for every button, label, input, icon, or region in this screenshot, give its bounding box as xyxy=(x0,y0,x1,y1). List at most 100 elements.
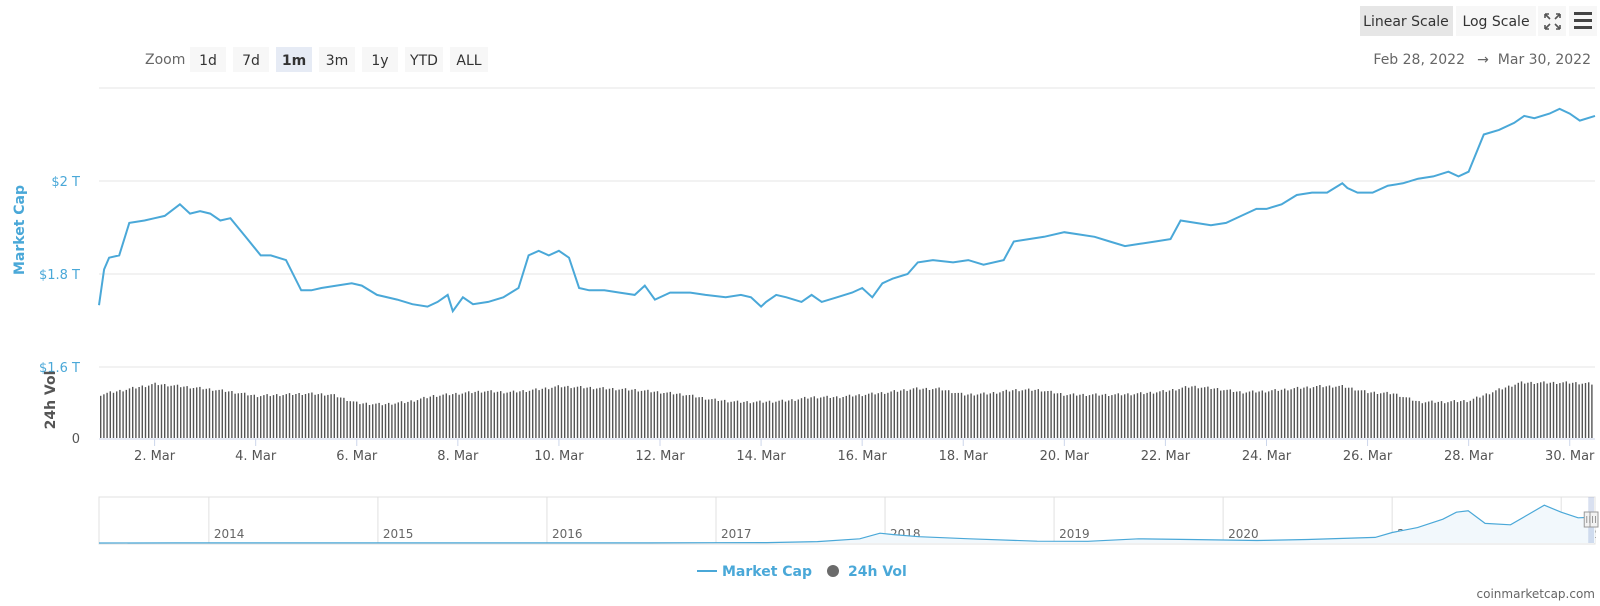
volume-bar xyxy=(679,393,681,438)
volume-bar xyxy=(896,391,899,438)
zoom-button-1y[interactable]: 1y xyxy=(362,47,398,72)
volume-bar xyxy=(941,390,943,438)
volume-bar xyxy=(1184,386,1187,438)
volume-bar xyxy=(999,392,1001,438)
date-range-from[interactable]: Feb 28, 2022 xyxy=(1373,52,1465,68)
volume-bar xyxy=(186,386,188,438)
navigator-selection[interactable] xyxy=(1583,497,1599,543)
volume-bar xyxy=(839,398,841,438)
volume-bar xyxy=(1348,387,1350,438)
linear-scale-button[interactable]: Linear Scale xyxy=(1360,6,1453,36)
volume-bar xyxy=(762,402,764,438)
volume-bar xyxy=(400,401,403,438)
volume-bar xyxy=(624,388,627,438)
volume-bar xyxy=(570,388,572,438)
zoom-button-7d[interactable]: 7d xyxy=(233,47,269,72)
volume-bar xyxy=(1572,382,1574,438)
volume-bar xyxy=(1431,400,1433,438)
volume-bar xyxy=(784,401,787,438)
log-scale-button[interactable]: Log Scale xyxy=(1456,6,1536,36)
zoom-button-1d[interactable]: 1d xyxy=(190,47,226,72)
volume-bar xyxy=(1552,381,1555,438)
volume-bar xyxy=(1050,390,1052,438)
volume-bar xyxy=(308,393,310,438)
volume-bar xyxy=(621,388,623,438)
volume-bar xyxy=(676,393,678,438)
volume-bar xyxy=(256,397,259,438)
volume-bar xyxy=(205,388,207,438)
volume-bar xyxy=(1450,401,1452,438)
volume-bar xyxy=(330,394,332,438)
legend-item-market-cap[interactable]: Market Cap xyxy=(697,564,812,580)
volume-bar xyxy=(173,385,175,438)
date-range-to[interactable]: Mar 30, 2022 xyxy=(1498,52,1591,68)
volume-bar xyxy=(756,401,758,438)
volume-bar xyxy=(1146,392,1148,438)
volume-bar xyxy=(1444,403,1446,438)
volume-bar xyxy=(221,389,223,438)
volume-bar xyxy=(1412,400,1414,438)
zoom-button-bg xyxy=(405,47,443,72)
volume-bar xyxy=(1156,392,1158,438)
volume-bar xyxy=(861,396,863,438)
zoom-button-label: YTD xyxy=(409,53,438,69)
zoom-button-bg xyxy=(276,47,312,72)
volume-bar xyxy=(224,391,227,438)
volume-bar xyxy=(397,402,399,438)
volume-bar xyxy=(317,394,319,438)
navigator[interactable]: 201420152016201720182019202020212022 xyxy=(98,496,1599,545)
volume-bar xyxy=(845,395,847,438)
zoom-button-3m[interactable]: 3m xyxy=(319,47,355,72)
volume-bar xyxy=(576,386,579,438)
volume-bar xyxy=(1520,381,1523,438)
volume-bar xyxy=(743,401,745,438)
volume-bar xyxy=(925,387,927,438)
volume-bar xyxy=(580,386,582,438)
volume-bar xyxy=(1002,391,1004,438)
volume-bar xyxy=(820,397,822,438)
volume-bar xyxy=(868,393,870,438)
volume-bar xyxy=(1376,394,1379,438)
volume-axis-title: 24h Vol xyxy=(43,371,59,430)
volume-bar xyxy=(381,405,383,438)
volume-bar xyxy=(711,399,713,438)
volume-bar xyxy=(436,396,438,438)
volume-bar xyxy=(1268,391,1270,438)
volume-bar xyxy=(583,388,585,438)
volume-bar xyxy=(1255,392,1257,438)
volume-bar xyxy=(1274,389,1276,438)
volume-bar xyxy=(1319,385,1321,438)
volume-bar xyxy=(688,395,691,438)
volume-bar xyxy=(637,391,639,438)
volume-bar xyxy=(765,401,767,438)
navigator-handle-grip xyxy=(1589,511,1599,528)
volume-bar xyxy=(343,397,345,438)
fullscreen-icon[interactable] xyxy=(1538,6,1566,36)
volume-bar xyxy=(599,387,601,438)
volume-bar xyxy=(672,394,675,438)
volume-bar xyxy=(1085,396,1087,438)
volume-bar xyxy=(653,391,655,438)
volume-bar xyxy=(346,401,348,438)
zoom-button-1m[interactable]: 1m xyxy=(276,47,312,72)
volume-bar xyxy=(727,402,729,438)
volume-bar xyxy=(135,388,137,438)
volume-bar xyxy=(1402,397,1404,438)
volume-bar xyxy=(455,392,457,438)
volume-bar xyxy=(477,390,479,438)
volume-bar xyxy=(548,389,550,438)
volume-bar xyxy=(336,397,339,438)
legend-item-24h-vol[interactable]: 24h Vol xyxy=(827,564,907,580)
volume-bar xyxy=(1072,393,1075,438)
zoom-button-ytd[interactable]: YTD xyxy=(405,47,443,72)
volume-bar xyxy=(749,403,751,438)
credit-link[interactable]: coinmarketcap.com xyxy=(1477,587,1595,601)
volume-bar xyxy=(1460,401,1462,438)
volume-bar xyxy=(349,401,351,438)
navigator-handle-right[interactable] xyxy=(1589,511,1599,528)
volume-bar xyxy=(1533,384,1535,438)
volume-bar xyxy=(250,395,252,438)
volume-bar xyxy=(192,388,195,438)
zoom-button-all[interactable]: ALL xyxy=(450,47,488,72)
hamburger-menu-icon[interactable] xyxy=(1569,6,1597,36)
